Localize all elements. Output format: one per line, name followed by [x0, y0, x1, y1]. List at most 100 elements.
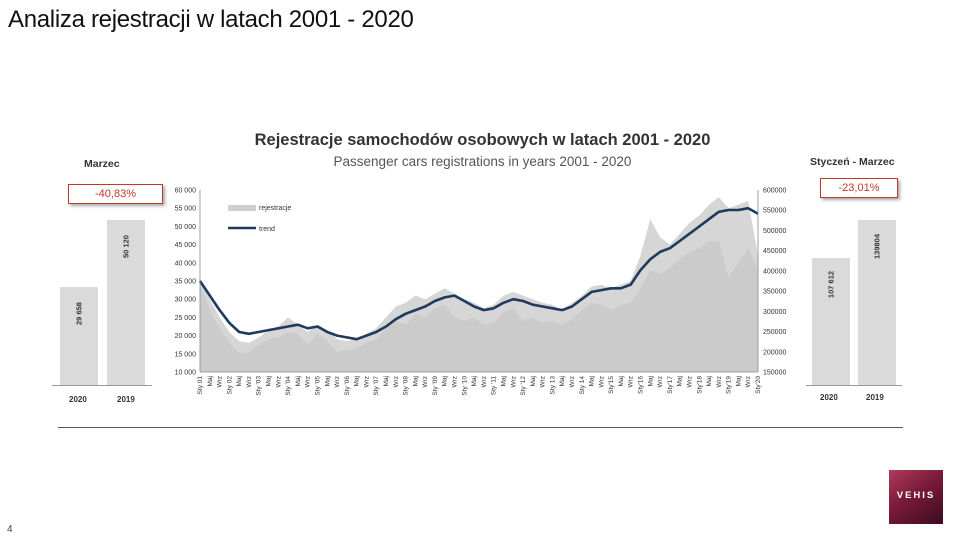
x-tick-label: Sty '10 [461, 376, 468, 396]
x-tick-label: Wrz [334, 376, 341, 387]
left-bar-2020 [60, 287, 98, 385]
x-tick-label: Sty'20 [755, 376, 762, 394]
x-tick-label: Maj [735, 376, 742, 386]
x-tick-label: Sty '09 [432, 376, 439, 396]
x-tick-label: Wrz [569, 376, 576, 387]
chart-legend: rejestracje trend [228, 205, 291, 233]
x-tick-label: Sty '08 [403, 376, 410, 396]
x-tick-label: Maj [471, 376, 478, 386]
x-tick-label: Sty 13 [549, 376, 556, 395]
x-tick-label: Wrz [745, 376, 752, 387]
chart-title: Rejestracje samochodów osobowych w latac… [254, 131, 711, 149]
x-tick-label: Maj [383, 376, 390, 386]
vehis-logo: VEHIS [889, 470, 943, 524]
trend-line [198, 206, 759, 341]
x-tick-label: Maj [647, 376, 654, 386]
x-tick-label: Maj [530, 376, 537, 386]
left-panel-title: Marzec [84, 158, 120, 170]
x-tick-label: Wrz [628, 376, 635, 387]
legend-swatch-registrations [228, 205, 256, 211]
x-tick-label: Wrz [217, 376, 224, 387]
vehis-logo-text: VEHIS [896, 490, 936, 501]
x-tick-label: Wrz [246, 376, 253, 387]
y-left-tick-label: 60 000 [175, 188, 197, 195]
x-tick-label: Maj [266, 376, 273, 386]
x-tick-label: Sty '07 [373, 376, 380, 396]
x-tick-label: Sty'16 [638, 376, 645, 394]
left-panel-baseline [52, 385, 152, 386]
legend-label-trend: trend [259, 226, 275, 233]
right-year-2020: 2020 [820, 393, 838, 402]
right-panel-title: Styczeń - Marzec [810, 156, 895, 168]
x-tick-label: Wrz [540, 376, 547, 387]
x-tick-label: Wrz [510, 376, 517, 387]
x-tick-label: Wrz [598, 376, 605, 387]
x-tick-label: Wrz [422, 376, 429, 387]
y-left-tick-label: 30 000 [175, 297, 197, 304]
left-year-2020: 2020 [69, 395, 87, 404]
x-tick-label: Wrz [452, 376, 459, 387]
x-tick-label: Maj [442, 376, 449, 386]
x-tick-label: Wrz [305, 376, 312, 387]
x-tick-label: Sty '03 [256, 376, 263, 396]
y-left-tick-label: 10 000 [175, 370, 197, 377]
left-bar-2020-value: 29 658 [74, 302, 84, 326]
y-left-tick-label: 40 000 [175, 260, 197, 267]
right-bar-2019-value: 139804 [872, 233, 882, 260]
plot-layer [198, 197, 759, 372]
y-right-tick-label: 400000 [763, 268, 786, 275]
x-tick-label: Maj [236, 376, 243, 386]
y-left-tick-label: 20 000 [175, 333, 197, 340]
x-tick-label: Wrz [716, 376, 723, 387]
x-tick-label: Maj [412, 376, 419, 386]
x-tick-label: Sty '04 [285, 376, 292, 396]
x-tick-label: Sty'18 [696, 376, 703, 394]
y-axis-right: 150000 200000 250000 300000 350000 400000 4500… [757, 188, 786, 377]
x-tick-label: Sty '11 [491, 376, 498, 396]
registrations-low-area [200, 241, 758, 372]
y-right-tick-label: 150000 [763, 370, 786, 377]
x-tick-label: Sty 01 [197, 376, 204, 395]
x-tick-label: Sty '06 [344, 376, 351, 396]
x-tick-label: Wrz [393, 376, 400, 387]
x-tick-label: Maj [295, 376, 302, 386]
right-panel-change-badge: -23,01% [820, 178, 898, 198]
right-bar-2020 [812, 257, 850, 385]
right-panel-baseline [806, 385, 902, 386]
right-year-2019: 2019 [866, 393, 884, 402]
y-left-tick-label: 50 000 [175, 224, 197, 231]
x-tick-label: Maj [207, 376, 214, 386]
x-tick-label: Maj [706, 376, 713, 386]
x-tick-label: Sty'15 [608, 376, 615, 394]
slide-title: Analiza rejestracji w latach 2001 - 2020 [8, 6, 414, 33]
x-tick-label: Sty'17 [667, 376, 674, 394]
x-tick-label: Maj [618, 376, 625, 386]
x-tick-label: Sty '12 [520, 376, 527, 396]
x-tick-label: Maj [589, 376, 596, 386]
legend-label-registrations: rejestracje [259, 205, 291, 212]
bottom-divider [58, 427, 903, 428]
right-bar-2019 [858, 220, 896, 385]
x-tick-label: Maj [354, 376, 361, 386]
x-tick-label: Wrz [275, 376, 282, 387]
x-tick-label: Wrz [686, 376, 693, 387]
registrations-chart: 10 000 15 000 20 000 25 000 30 000 35 000 40 0… [175, 188, 787, 396]
y-right-tick-label: 550000 [763, 208, 786, 215]
chart-subtitle: Passenger cars registrations in years 20… [333, 154, 632, 169]
page-number: 4 [7, 524, 13, 535]
y-left-tick-label: 45 000 [175, 242, 197, 249]
y-axis-left: 10 000 15 000 20 000 25 000 30 000 35 000 40 0… [175, 188, 201, 377]
y-right-tick-label: 300000 [763, 309, 786, 316]
x-tick-label: Wrz [363, 376, 370, 387]
y-right-tick-label: 350000 [763, 289, 786, 296]
y-right-tick-label: 450000 [763, 248, 786, 255]
x-tick-label: Maj [324, 376, 331, 386]
y-left-tick-label: 15 000 [175, 351, 197, 358]
left-year-2019: 2019 [117, 395, 135, 404]
x-tick-label: Sty'19 [726, 376, 733, 394]
y-right-tick-label: 200000 [763, 349, 786, 356]
x-tick-label: Maj [559, 376, 566, 386]
x-axis: Sty 01 Maj Wrz Sty 02 Maj Wrz Sty '03 Maj Wrz Sty… [197, 371, 762, 396]
left-bar-2019-value: 50 120 [121, 235, 131, 258]
y-left-tick-label: 35 000 [175, 279, 197, 286]
